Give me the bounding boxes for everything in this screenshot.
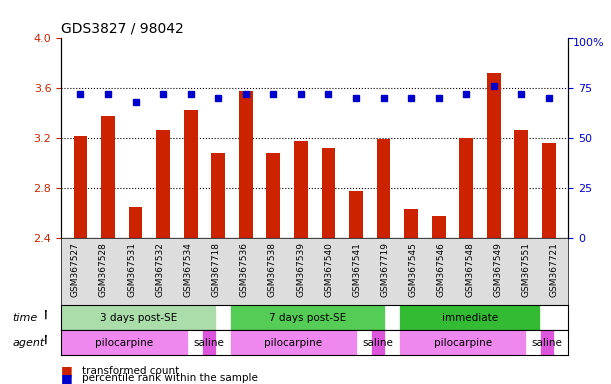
Bar bbox=[404, 209, 418, 384]
FancyBboxPatch shape bbox=[540, 330, 554, 355]
Bar bbox=[432, 215, 445, 384]
FancyBboxPatch shape bbox=[202, 330, 216, 355]
Text: ■: ■ bbox=[61, 372, 73, 384]
FancyBboxPatch shape bbox=[399, 305, 540, 330]
Text: GSM367527: GSM367527 bbox=[71, 242, 79, 297]
Text: 7 days post-SE: 7 days post-SE bbox=[269, 313, 346, 323]
Text: GSM367548: GSM367548 bbox=[465, 242, 474, 297]
Bar bbox=[321, 148, 335, 384]
Text: GSM367536: GSM367536 bbox=[240, 242, 249, 297]
Text: 3 days post-SE: 3 days post-SE bbox=[100, 313, 177, 323]
Bar bbox=[156, 129, 170, 384]
Text: GSM367528: GSM367528 bbox=[99, 242, 108, 297]
Text: saline: saline bbox=[194, 338, 224, 348]
Text: percentile rank within the sample: percentile rank within the sample bbox=[82, 373, 258, 383]
Text: GSM367719: GSM367719 bbox=[381, 242, 390, 297]
Bar bbox=[542, 143, 556, 384]
Text: pilocarpine: pilocarpine bbox=[95, 338, 153, 348]
Text: GSM367531: GSM367531 bbox=[127, 242, 136, 297]
Bar bbox=[129, 207, 142, 384]
Bar bbox=[239, 91, 253, 384]
Text: 100%: 100% bbox=[573, 38, 605, 48]
Text: pilocarpine: pilocarpine bbox=[434, 338, 492, 348]
Text: GSM367532: GSM367532 bbox=[155, 242, 164, 297]
Bar bbox=[349, 190, 363, 384]
Text: GSM367541: GSM367541 bbox=[353, 242, 362, 297]
Bar bbox=[101, 116, 115, 384]
Bar bbox=[514, 129, 529, 384]
Text: agent: agent bbox=[12, 338, 45, 348]
FancyBboxPatch shape bbox=[371, 330, 385, 355]
Bar bbox=[376, 139, 390, 384]
Text: GSM367545: GSM367545 bbox=[409, 242, 418, 297]
Text: GSM367539: GSM367539 bbox=[296, 242, 305, 297]
FancyBboxPatch shape bbox=[230, 305, 385, 330]
Bar bbox=[184, 109, 197, 384]
Text: GSM367546: GSM367546 bbox=[437, 242, 446, 297]
Text: GSM367721: GSM367721 bbox=[550, 242, 558, 297]
Text: pilocarpine: pilocarpine bbox=[265, 338, 323, 348]
Text: saline: saline bbox=[362, 338, 393, 348]
Bar bbox=[487, 73, 500, 384]
Text: GSM367534: GSM367534 bbox=[183, 242, 192, 297]
Bar bbox=[459, 138, 473, 384]
FancyBboxPatch shape bbox=[61, 305, 216, 330]
Text: GDS3827 / 98042: GDS3827 / 98042 bbox=[61, 22, 184, 36]
FancyBboxPatch shape bbox=[61, 330, 188, 355]
Text: GSM367540: GSM367540 bbox=[324, 242, 333, 297]
FancyBboxPatch shape bbox=[230, 330, 357, 355]
Text: transformed count: transformed count bbox=[82, 366, 180, 376]
Text: GSM367718: GSM367718 bbox=[211, 242, 221, 297]
Bar bbox=[211, 153, 225, 384]
Text: GSM367551: GSM367551 bbox=[521, 242, 530, 297]
Text: ■: ■ bbox=[61, 364, 73, 377]
Bar bbox=[73, 136, 87, 384]
Text: time: time bbox=[12, 313, 37, 323]
Bar bbox=[294, 141, 308, 384]
FancyBboxPatch shape bbox=[399, 330, 526, 355]
Text: GSM367538: GSM367538 bbox=[268, 242, 277, 297]
Text: immediate: immediate bbox=[442, 313, 498, 323]
Bar bbox=[266, 153, 280, 384]
Text: GSM367549: GSM367549 bbox=[493, 242, 502, 297]
Text: saline: saline bbox=[532, 338, 563, 348]
